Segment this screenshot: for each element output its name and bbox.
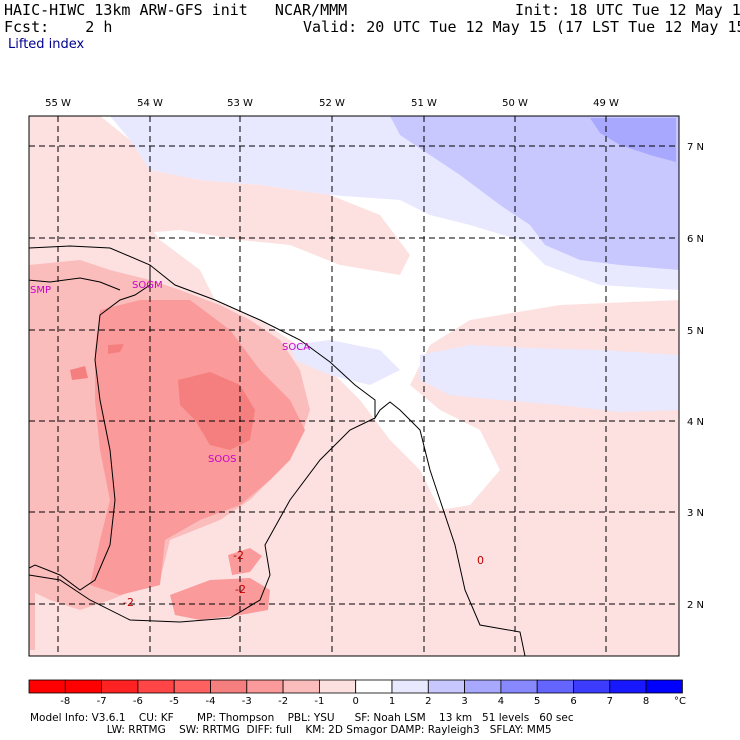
- field-name: Lifted index: [8, 37, 85, 52]
- colorbar-swatch: [28, 679, 66, 694]
- lat-lon-grid: [29, 116, 679, 656]
- forecast-hour: Fcst: 2 h: [4, 18, 113, 36]
- colorbar-label: 0: [353, 696, 359, 707]
- colorbar-label: -2: [278, 696, 288, 707]
- colorbar-label: 6: [570, 696, 576, 707]
- colorbar-swatch: [101, 679, 139, 694]
- lon-label: 53 W: [227, 98, 253, 109]
- contour-labels: -2 -2 -2 0: [123, 549, 484, 609]
- colorbar: -8 -7 -6 -5 -4 -3 -2 -1 0 1 2 3 4 5 6 7 8 °C: [28, 679, 686, 707]
- colorbar-label: 3: [461, 696, 467, 707]
- colorbar-label: -5: [169, 696, 179, 707]
- lon-label: 54 W: [137, 98, 163, 109]
- init-time: Init: 18 UTC Tue 12 May 15: [515, 1, 740, 19]
- model-title: HAIC-HIWC 13km ARW-GFS init NCAR/MMM: [4, 1, 348, 19]
- colorbar-label: -4: [206, 696, 216, 707]
- colorbar-swatch: [210, 679, 248, 694]
- colorbar-label: -7: [97, 696, 107, 707]
- lon-label: 51 W: [411, 98, 437, 109]
- colorbar-swatch: [64, 679, 103, 694]
- colorbar-label: -1: [314, 696, 324, 707]
- colorbar-label: 5: [534, 696, 540, 707]
- station-label: SOCA: [282, 342, 310, 353]
- colorbar-label: -6: [133, 696, 143, 707]
- valid-time: Valid: 20 UTC Tue 12 May 15 (17 LST Tue …: [303, 18, 740, 36]
- colorbar-swatch: [464, 679, 502, 694]
- contour-label: -2: [233, 549, 244, 562]
- contour-label: 0: [477, 554, 484, 567]
- lat-label: 3 N: [687, 508, 704, 519]
- colorbar-swatch: [355, 679, 393, 694]
- colorbar-label: -3: [242, 696, 252, 707]
- shaded-field: [29, 116, 679, 656]
- lon-label: 52 W: [319, 98, 345, 109]
- colorbar-swatch: [500, 679, 538, 694]
- lon-label: 50 W: [502, 98, 528, 109]
- colorbar-swatch: [645, 679, 683, 694]
- lat-label: 7 N: [687, 142, 704, 153]
- map-frame: [28, 115, 680, 657]
- lat-label: 5 N: [687, 326, 704, 337]
- latitude-labels: 7 N 6 N 5 N 4 N 3 N 2 N: [687, 142, 704, 611]
- lat-label: 2 N: [687, 600, 704, 611]
- station-label: SMP: [30, 285, 51, 296]
- colorbar-swatch: [427, 679, 465, 694]
- colorbar-unit: °C: [674, 696, 686, 707]
- colorbar-swatch: [282, 679, 320, 694]
- colorbar-label: -8: [60, 696, 70, 707]
- colorbar-label: 7: [607, 696, 613, 707]
- colorbar-label: 8: [643, 696, 649, 707]
- colorbar-label: 2: [425, 696, 431, 707]
- station-label: SOOS: [208, 454, 236, 465]
- contour-label: -2: [123, 596, 134, 609]
- colorbar-swatch: [246, 679, 284, 694]
- station-labels: SMP SOGM SOCA SOOS: [30, 280, 310, 465]
- colorbar-swatch: [573, 679, 611, 694]
- colorbar-swatch: [137, 679, 175, 694]
- colorbar-swatch: [536, 679, 574, 694]
- station-label: SOGM: [132, 280, 163, 291]
- colorbar-swatch: [609, 679, 647, 694]
- colorbar-swatch: [391, 679, 429, 694]
- model-info-line1: Model Info: V3.6.1 CU: KF MP: Thompson P…: [30, 712, 574, 724]
- lat-label: 6 N: [687, 234, 704, 245]
- colorbar-label: 4: [498, 696, 504, 707]
- lat-label: 4 N: [687, 417, 704, 428]
- colorbar-swatch: [173, 679, 211, 694]
- coastline: [29, 245, 526, 656]
- lon-label: 49 W: [593, 98, 619, 109]
- contour-label: -2: [235, 583, 246, 596]
- colorbar-label: 1: [389, 696, 395, 707]
- lon-label: 55 W: [45, 98, 71, 109]
- model-info-line2: LW: RRTMG SW: RRTMG DIFF: full KM: 2D Sm…: [30, 724, 552, 736]
- longitude-labels: 55 W 54 W 53 W 52 W 51 W 50 W 49 W: [45, 98, 619, 109]
- colorbar-swatch: [318, 679, 357, 694]
